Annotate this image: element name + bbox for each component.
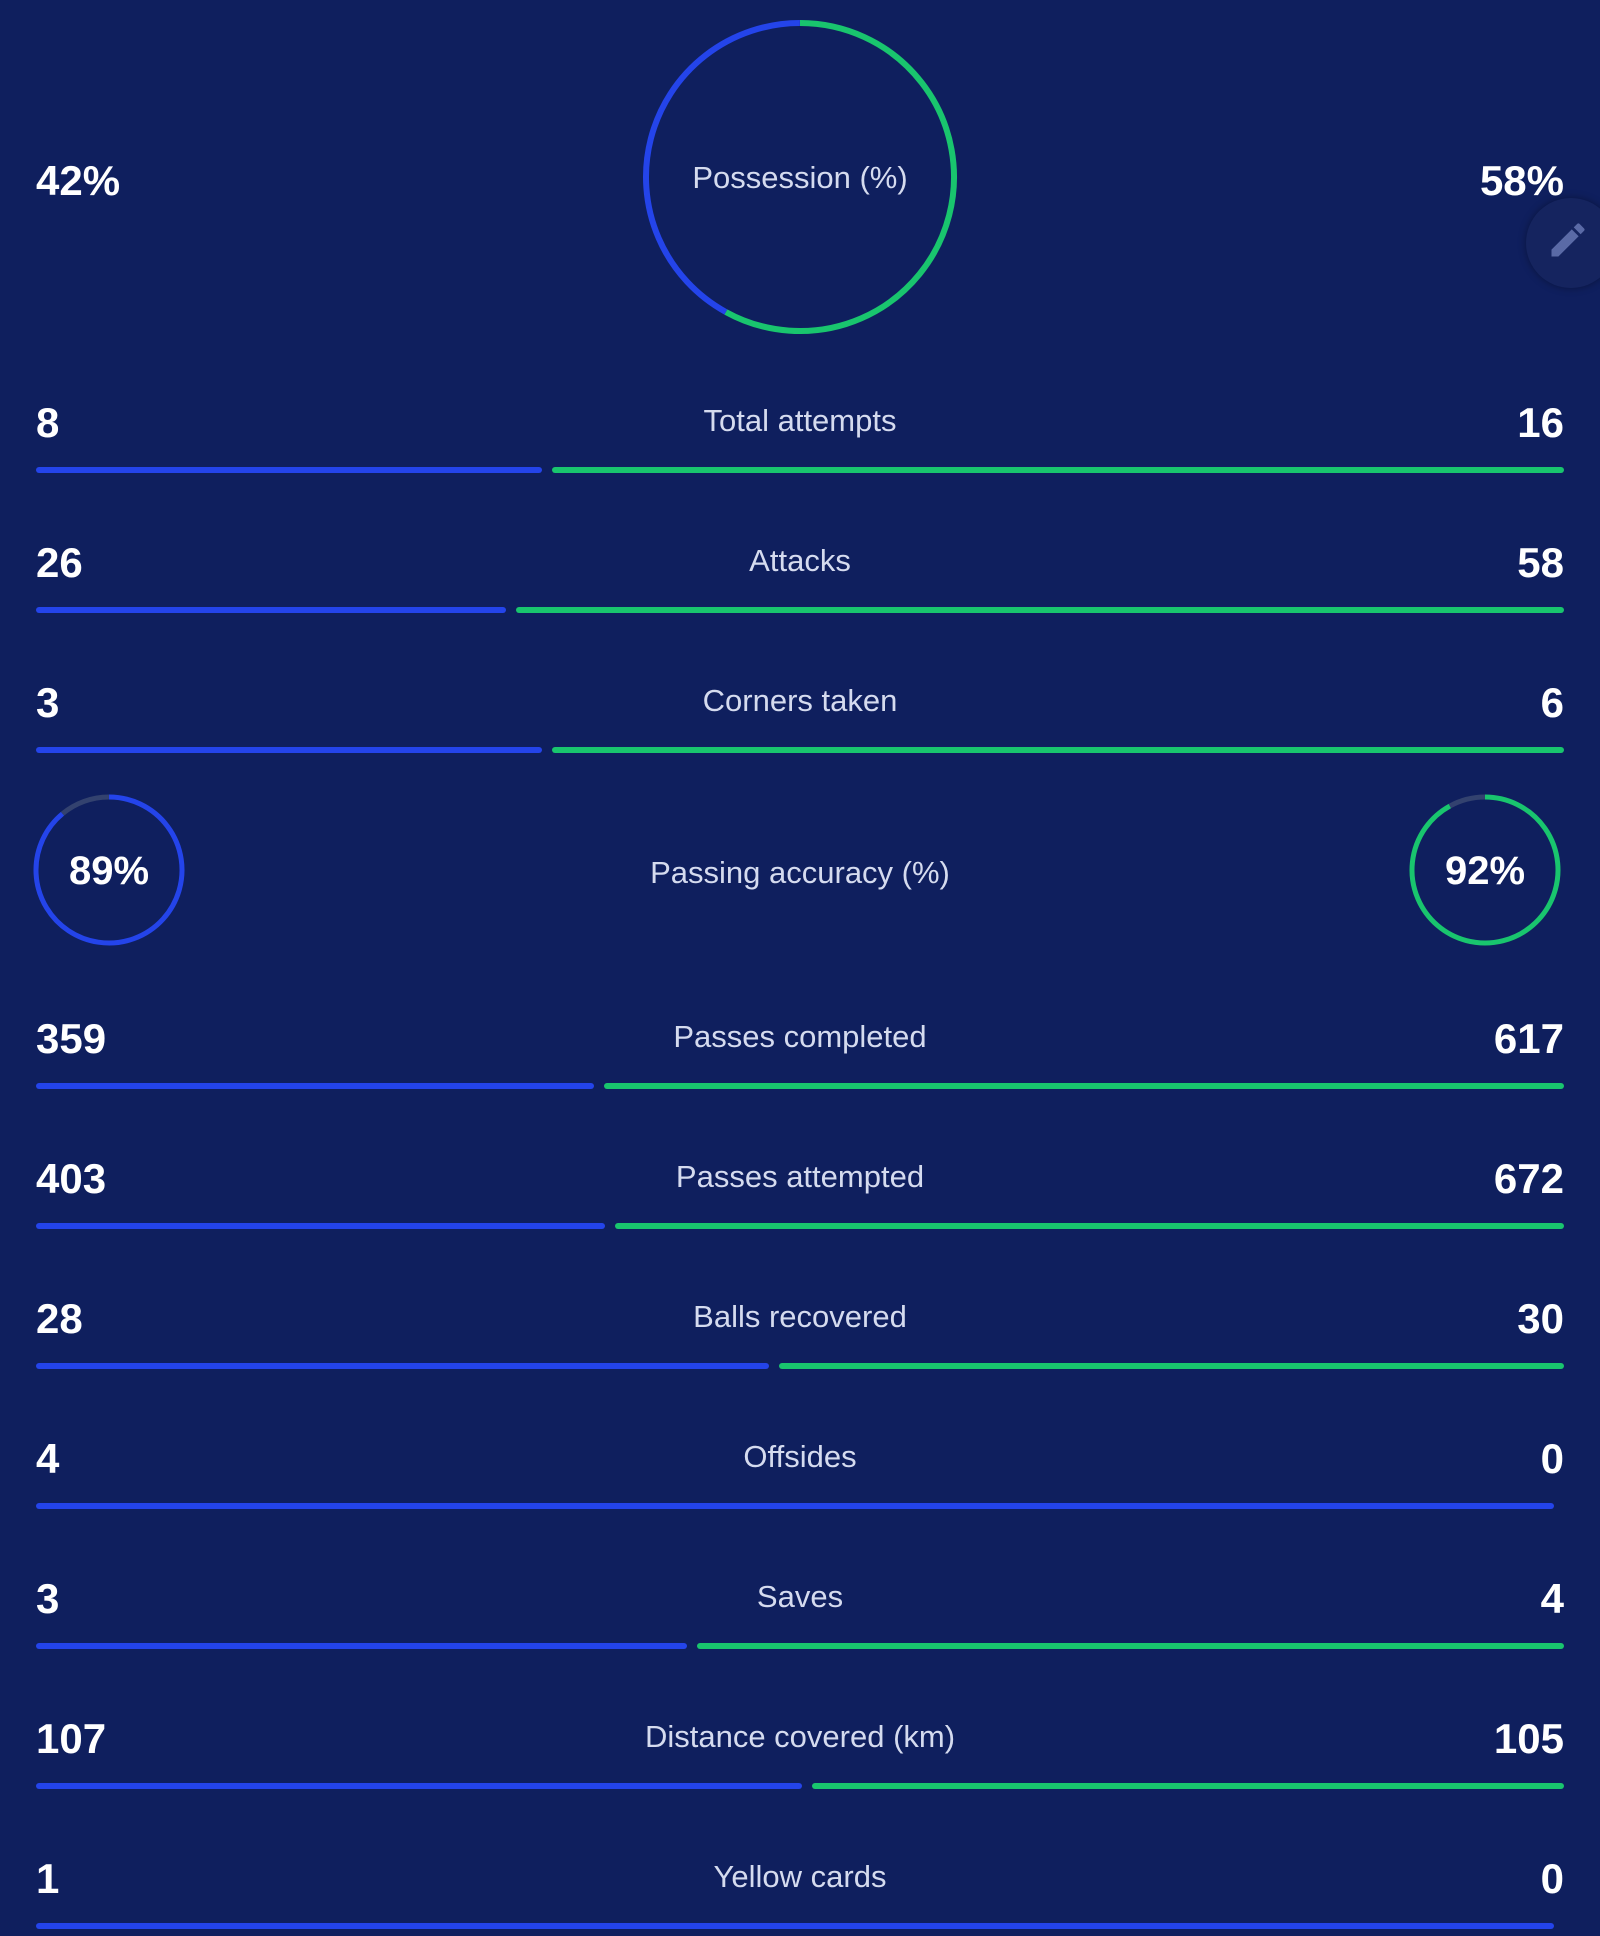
- stat-away-value: 4: [1540, 1575, 1564, 1622]
- stat-home-value: 26: [36, 539, 83, 586]
- passing-accuracy-home-value-arc: [33, 794, 185, 946]
- stat-home-bar: [36, 607, 506, 613]
- passing-accuracy-away-value-label: 92%: [1445, 849, 1525, 893]
- stat-away-value: 16: [1517, 399, 1564, 446]
- stat-home-bar: [36, 1363, 769, 1369]
- stat-away-bar: [552, 747, 1564, 753]
- stat-label: Total attempts: [703, 403, 897, 438]
- stat-home-bar: [36, 1643, 687, 1649]
- stat-home-bar: [36, 1503, 1554, 1509]
- stat-label: Yellow cards: [713, 1859, 887, 1894]
- stat-label: Corners taken: [702, 683, 898, 718]
- stat-away-value: 30: [1517, 1295, 1564, 1342]
- stat-away-value: 617: [1493, 1015, 1564, 1062]
- stat-home-bar: [36, 1083, 595, 1089]
- stat-home-value: 3: [36, 1575, 60, 1622]
- stat-away-bar: [604, 1083, 1564, 1089]
- stat-home-value: 1: [36, 1855, 60, 1902]
- stat-label: Passes completed: [673, 1019, 927, 1054]
- stat-home-bar: [36, 1783, 803, 1789]
- stat-away-value: 672: [1493, 1155, 1564, 1202]
- possession-label: Possession (%): [692, 160, 908, 195]
- possession-home-arc: [643, 20, 800, 315]
- passing-accuracy-away-ring: 92%: [1409, 794, 1561, 946]
- stat-label: Attacks: [749, 543, 851, 578]
- stat-away-value: 105: [1493, 1715, 1564, 1762]
- stat-away-value: 0: [1540, 1435, 1564, 1482]
- stat-label: Distance covered (km): [644, 1719, 956, 1754]
- stat-home-value: 403: [36, 1155, 107, 1202]
- edit-button[interactable]: [1526, 198, 1600, 288]
- stat-home-bar: [36, 1223, 606, 1229]
- stat-home-value: 4: [36, 1435, 60, 1482]
- stat-home-value: 3: [36, 679, 60, 726]
- passing-accuracy-home-value-label: 89%: [69, 849, 149, 893]
- passing-accuracy-away-value-arc: [1409, 794, 1561, 946]
- stat-home-value: 28: [36, 1295, 83, 1342]
- passing-accuracy-away-track-arc: [1448, 794, 1486, 809]
- stat-away-bar: [812, 1783, 1564, 1789]
- possession-away-arc: [724, 20, 957, 334]
- stat-away-bar: [615, 1223, 1564, 1229]
- possession-away-value: 58%: [1479, 157, 1564, 204]
- possession-home-value: 42%: [36, 157, 121, 204]
- stat-label: Offsides: [743, 1439, 857, 1474]
- stat-away-value: 0: [1540, 1855, 1564, 1902]
- stat-away-bar: [696, 1643, 1564, 1649]
- stat-home-value: 8: [36, 399, 60, 446]
- stat-home-value: 359: [36, 1015, 107, 1062]
- stat-label: Balls recovered: [693, 1299, 907, 1334]
- possession-ring: [643, 20, 957, 334]
- stat-home-value: 107: [36, 1715, 107, 1762]
- stat-away-bar: [552, 467, 1564, 473]
- stat-away-bar: [515, 607, 1564, 613]
- passing-accuracy-home-ring: 89%: [33, 794, 185, 946]
- stat-home-bar: [36, 747, 542, 753]
- stat-away-bar: [778, 1363, 1564, 1369]
- stat-home-bar: [36, 1923, 1554, 1929]
- stat-label: Passes attempted: [675, 1159, 925, 1194]
- stat-away-value: 6: [1540, 679, 1564, 726]
- passing-accuracy-label: Passing accuracy (%): [650, 855, 950, 890]
- stat-away-value: 58: [1517, 539, 1564, 586]
- pencil-icon: [1551, 223, 1585, 257]
- stat-home-bar: [36, 467, 542, 473]
- passing-accuracy-home-track-arc: [60, 794, 110, 816]
- stat-label: Saves: [756, 1579, 844, 1614]
